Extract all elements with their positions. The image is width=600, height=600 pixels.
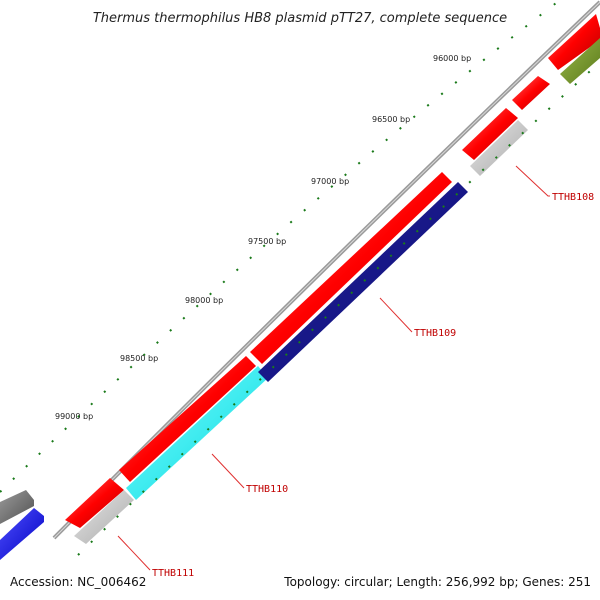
ruler-label: 99000 bp [55, 412, 93, 421]
ruler-label: 98000 bp [185, 296, 223, 305]
gene-label-tthb111: TTHB111 [152, 568, 194, 579]
summary-text: Topology: circular; Length: 256,992 bp; … [283, 575, 591, 589]
cds-reverse-cyan [126, 366, 268, 500]
map-title: Thermus thermophilus HB8 plasmid pTT27, … [93, 11, 507, 26]
accession-text: Accession: NC_006462 [10, 575, 146, 589]
feature-reverse-grey [470, 120, 528, 176]
ruler-label: 98500 bp [120, 354, 158, 363]
feature-grey-left [0, 490, 34, 524]
reverse-strand-features [74, 38, 600, 544]
ruler-label: 96000 bp [433, 54, 471, 63]
cds-forward [250, 172, 452, 364]
cds-forward [548, 14, 600, 70]
feature-blue-left [0, 508, 44, 560]
cds-forward [512, 76, 550, 110]
ruler-label: 97500 bp [248, 237, 286, 246]
cds-forward [462, 108, 518, 160]
gene-label-tthb109: TTHB109 [414, 328, 456, 339]
ruler-label: 96500 bp [372, 115, 410, 124]
gene-label-tthb110: TTHB110 [246, 484, 288, 495]
gene-label-lines [117, 165, 550, 571]
feature-reverse-green [560, 38, 600, 84]
gene-labels: TTHB108 TTHB109 TTHB110 TTHB111 [152, 192, 594, 579]
gene-label-tthb108: TTHB108 [552, 192, 594, 203]
forward-strand-features [65, 14, 600, 528]
feature-reverse-grey [74, 490, 134, 544]
cds-forward [119, 356, 256, 482]
ruler-labels: 96000 bp 96500 bp 97000 bp 97500 bp 9800… [55, 54, 471, 421]
ruler-label: 97000 bp [311, 177, 349, 186]
cds-forward [65, 478, 124, 528]
cds-reverse-navy [258, 182, 468, 382]
